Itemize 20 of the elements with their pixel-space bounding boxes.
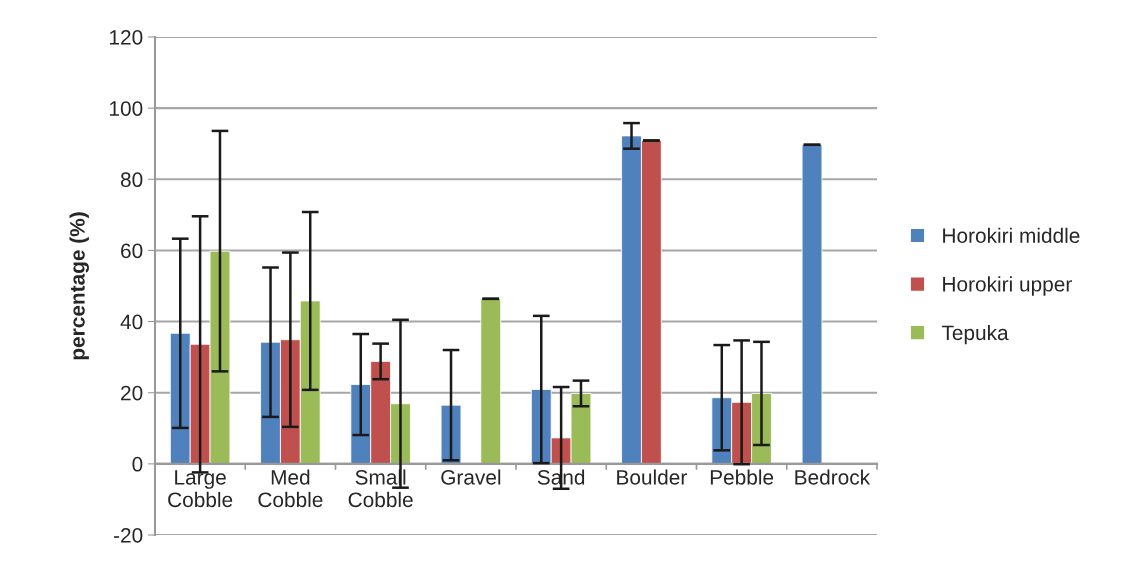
- x-tick-label: Pebble: [710, 469, 774, 485]
- x-tick-label: Boulder: [617, 469, 687, 485]
- bar: [480, 298, 502, 465]
- y-tick-label: 20: [121, 385, 143, 401]
- y-tick-label: 120: [110, 30, 143, 45]
- legend-label: Tepuka: [941, 324, 1009, 345]
- x-tick-label: Bedrock: [795, 469, 871, 485]
- legend-label: Horokiri middle: [943, 227, 1080, 244]
- x-tick-label: Gravel: [441, 469, 501, 485]
- y-tick-label: 40: [120, 314, 143, 330]
- legend-label: Horokiri upper: [943, 276, 1072, 296]
- y-tick-label: 60: [121, 243, 143, 259]
- y-tick-label: 0: [132, 456, 143, 472]
- x-tick-label: Large Cobble: [168, 470, 233, 508]
- y-tick-label: -20: [114, 528, 143, 543]
- y-tick-label: 80: [120, 172, 143, 188]
- x-tick-label: Med Cobble: [258, 469, 323, 508]
- y-tick-label: 100: [110, 101, 143, 116]
- y-axis-title: percentage (%): [69, 212, 89, 360]
- bar: [801, 144, 823, 465]
